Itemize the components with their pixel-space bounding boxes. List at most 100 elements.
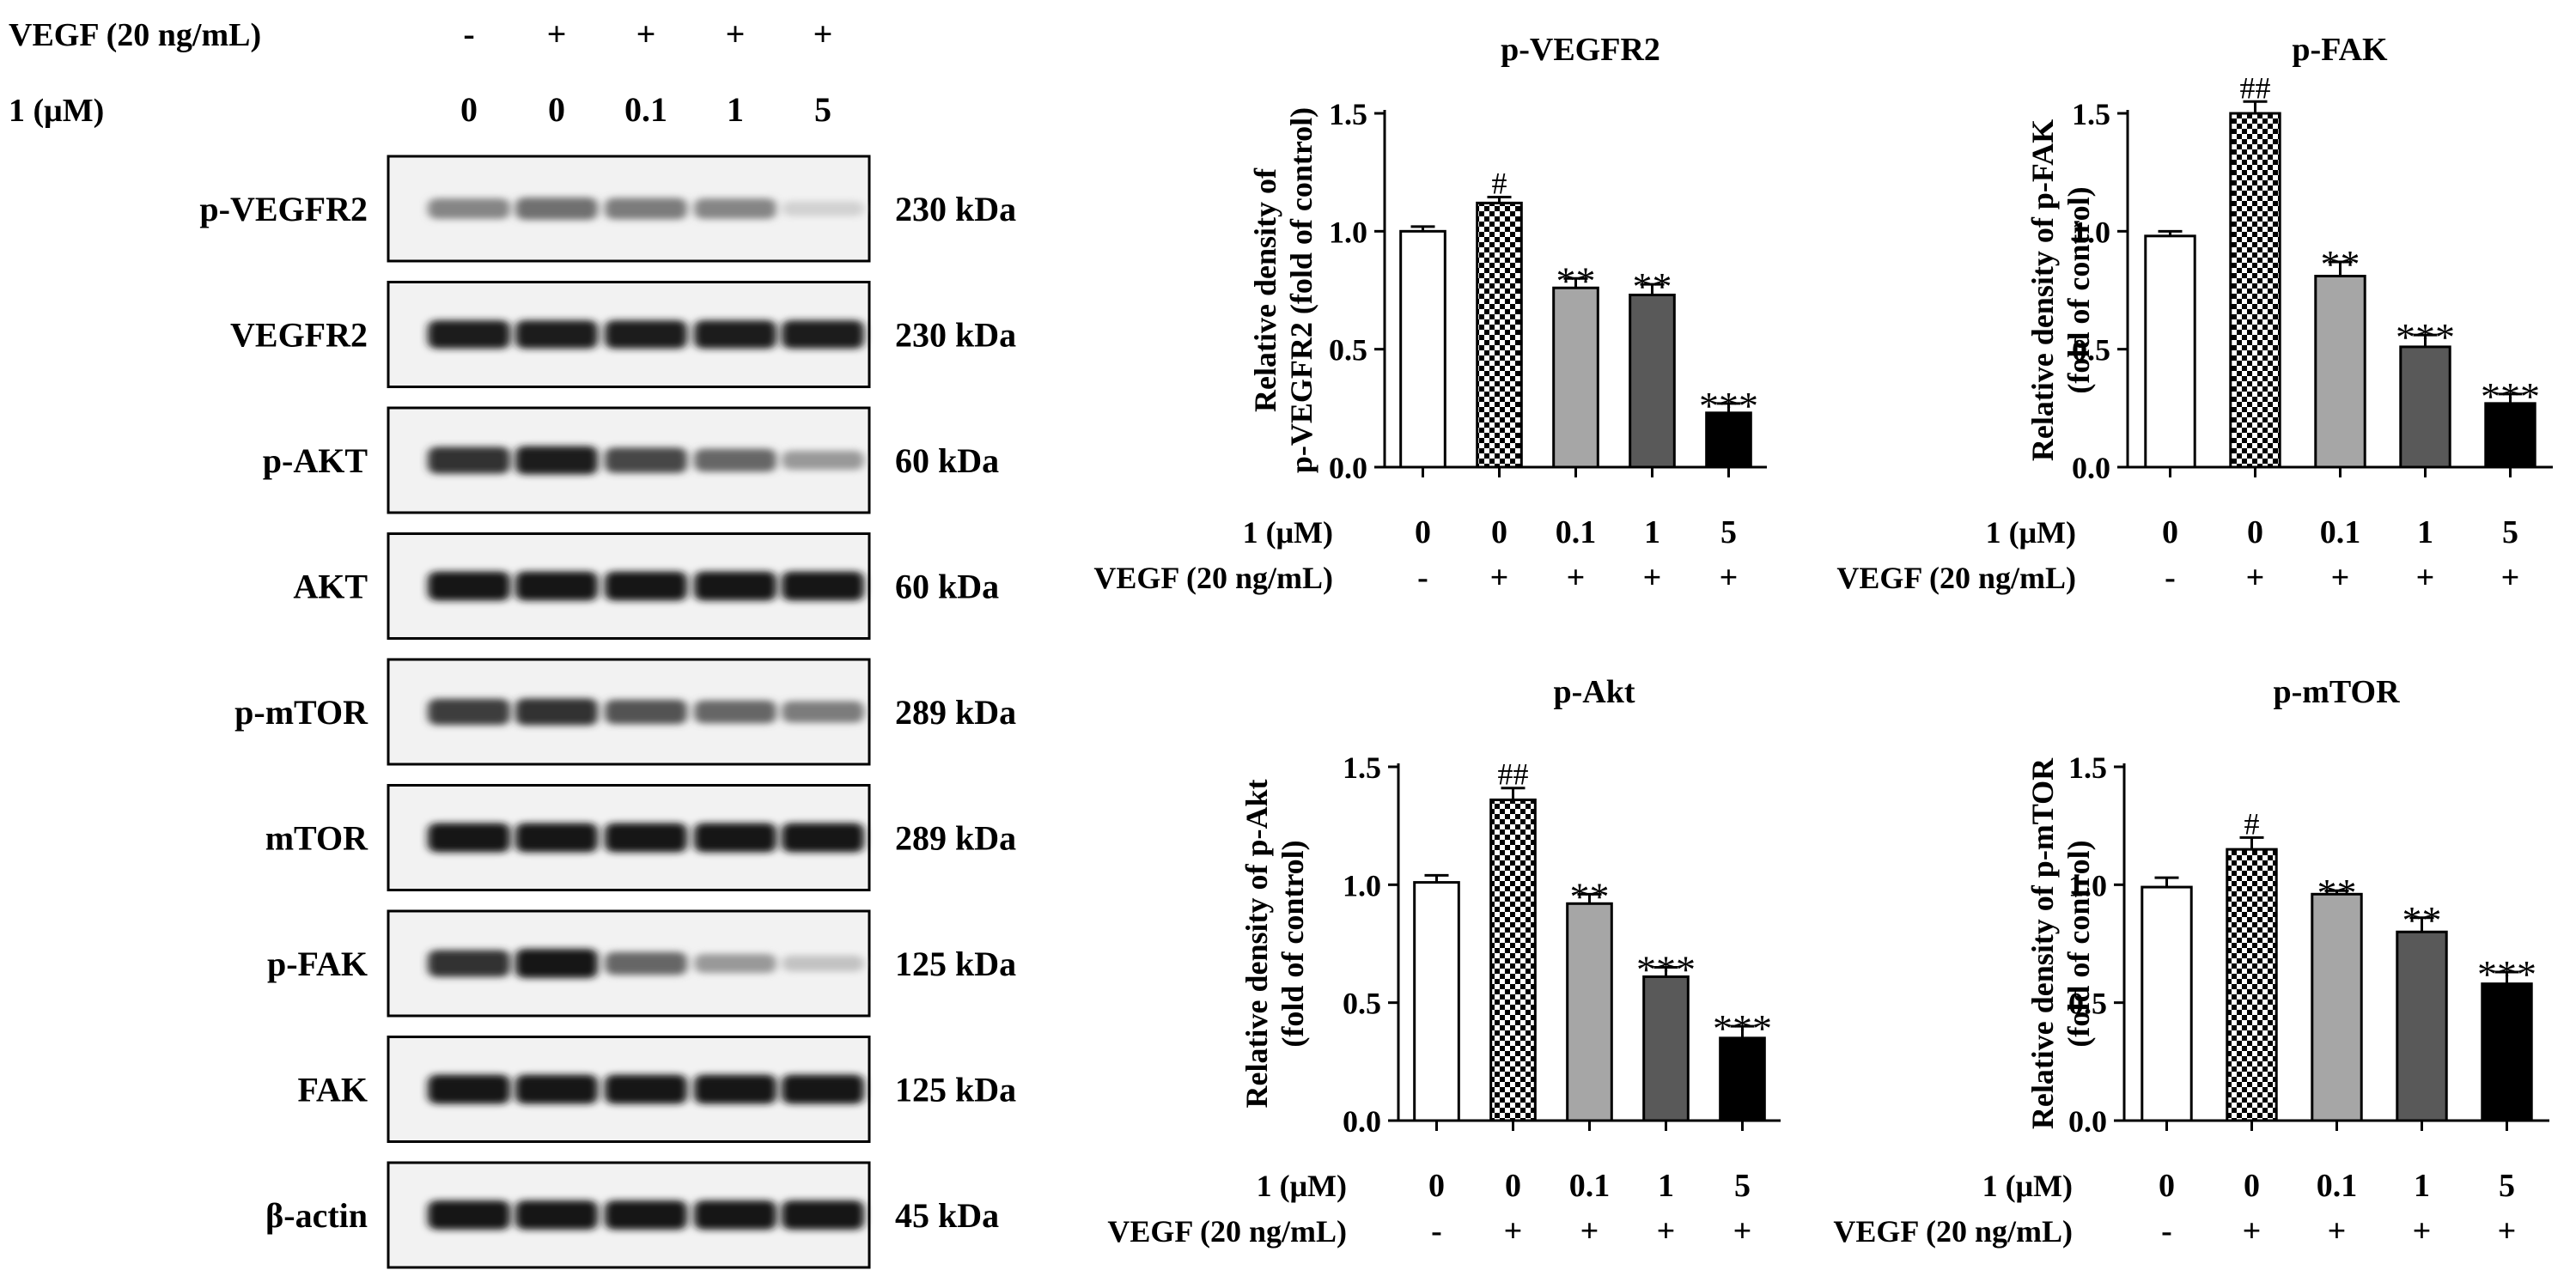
x-row-label: 1 (μM) [1243,515,1333,550]
bar [1489,798,1537,1122]
bar [1399,229,1446,469]
blot-band [428,698,510,726]
blot-band [694,953,776,974]
bar [1476,201,1523,469]
blot-band [782,701,864,723]
bar [2314,275,2366,469]
treatment-value: + [547,15,567,53]
bar [2226,848,2278,1122]
blot-row-label: VEGFR2 [230,316,368,355]
x-tick-label: + [1643,560,1662,596]
blot-band [694,1200,776,1230]
treatment-value: 0 [460,90,478,129]
significance-annotation: *** [1636,947,1696,991]
blot-band [782,1200,864,1230]
y-tick-label: 1.5 [2068,750,2107,785]
x-tick-label: 0.1 [2320,514,2361,550]
y-tick-label: 0.0 [2072,451,2110,485]
bar [2229,112,2281,469]
y-tick-label: 1.0 [2072,215,2110,249]
y-tick-label: 1.5 [2072,97,2110,131]
blot-band [694,571,776,601]
x-tick-label: + [1580,1213,1599,1249]
blot-band [605,447,687,473]
x-tick-label: - [2161,1213,2172,1249]
blot-row-label: p-AKT [263,441,368,480]
bar [2141,885,2193,1122]
x-tick-label: + [2328,1213,2347,1249]
blot-band [694,319,776,349]
treatment-label: VEGF (20 ng/mL) [9,17,261,53]
y-axis-label: Relative density of p-FAK(fold of contro… [2025,119,2096,461]
blot-band [782,319,864,349]
blot-row-label: AKT [293,568,368,606]
y-axis-label-line: (fold of control) [2061,840,2096,1047]
chart-p-akt: p-Akt Relative density of p-Akt(fold of c… [1107,674,1781,1249]
blot-band [428,1074,510,1104]
bar [1566,902,1613,1122]
significance-annotation: # [2244,806,2260,841]
x-tick-label: + [2416,560,2435,596]
blot-band [782,955,864,972]
bar [1719,1036,1766,1122]
chart-p-vegfr2: p-VEGFR2 Relative density ofp-VEGFR2 (fol… [1093,32,1767,596]
y-axis-label: Relative density of p-mTOR(fold of contr… [2025,757,2096,1129]
x-tick-label: 1 [2417,514,2433,550]
blot-band [605,197,687,220]
x-tick-label: - [1431,1213,1442,1249]
x-tick-label: 0 [2162,514,2178,550]
x-tick-label: + [2246,560,2265,596]
x-row-label: 1 (μM) [1982,1169,2073,1203]
x-tick-label: 0.1 [2317,1168,2358,1204]
x-tick-label: 0.1 [1569,1168,1611,1204]
blot-band [428,823,510,853]
blot-band [694,448,776,472]
blot-band [605,699,687,725]
y-axis-label: Relative density ofp-VEGFR2 (fold of con… [1248,107,1318,473]
blot-band [428,319,510,349]
x-tick-label: + [1490,560,1509,596]
x-tick-label: 0 [2244,1168,2260,1204]
blot-band [694,700,776,724]
significance-annotation: *** [2396,315,2455,359]
blot-band [605,1074,687,1104]
blot-row-size: 289 kDa [895,819,1016,858]
significance-annotation: ## [2240,70,2271,105]
bar [2481,982,2533,1122]
x-tick-label: + [2498,1213,2517,1249]
significance-annotation: ** [1633,264,1672,308]
blot-band [515,446,598,475]
x-tick-label: + [1657,1213,1676,1249]
y-axis-label-line: Relative density of p-mTOR [2025,757,2060,1129]
y-axis-label-line: p-VEGFR2 (fold of control) [1284,107,1318,473]
significance-annotation: *** [2481,374,2540,418]
x-tick-label: 5 [1734,1168,1751,1204]
blot-band [694,1074,776,1104]
blot-row-size: 125 kDa [895,945,1016,983]
significance-annotation: ** [2321,242,2360,286]
y-tick-label: 0.0 [1329,451,1367,485]
x-tick-label: + [1733,1213,1752,1249]
y-axis-label-line: (fold of control) [2061,186,2096,393]
bar [1552,286,1599,469]
y-axis-label: Relative density of p-Akt(fold of contro… [1239,780,1310,1109]
blot-band [428,571,510,601]
blot-band [515,571,598,601]
treatment-value: 0.1 [624,90,667,129]
bar [2484,402,2536,469]
significance-annotation: *** [1713,1006,1772,1050]
x-tick-label: 1 [1644,514,1660,550]
y-tick-label: 0.5 [1329,333,1367,368]
blot-band [605,1200,687,1230]
x-row-label: VEGF (20 ng/mL) [1833,1214,2073,1249]
x-tick-label: + [1720,560,1739,596]
y-tick-label: 1.0 [1343,868,1381,902]
treatment-value: 0 [548,90,565,129]
bar [1413,881,1460,1122]
significance-annotation: *** [2477,952,2536,996]
x-row-label: VEGF (20 ng/mL) [1836,561,2076,595]
chart-title: p-FAK [2292,32,2388,68]
blot-band [694,823,776,853]
blot-band [782,823,864,853]
blot-row-label: p-FAK [267,945,368,983]
